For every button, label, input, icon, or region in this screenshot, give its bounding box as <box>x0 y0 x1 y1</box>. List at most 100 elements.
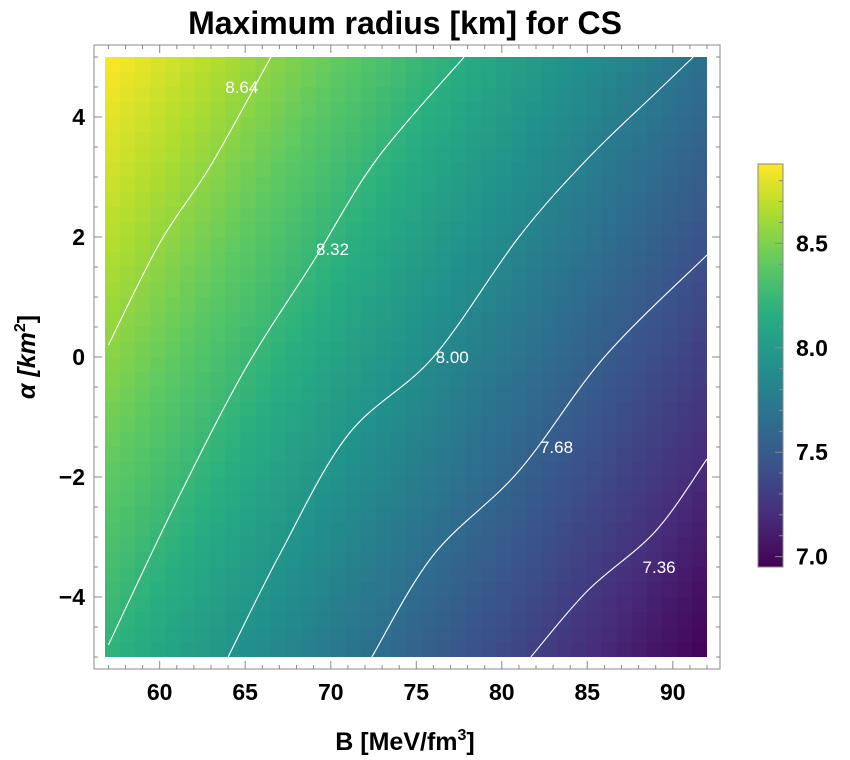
heatmap-cell <box>375 432 392 448</box>
heatmap-cell <box>406 102 422 118</box>
heatmap-cell <box>180 612 196 628</box>
heatmap-cell <box>150 582 166 598</box>
heatmap-cell <box>496 132 512 148</box>
heatmap-cell <box>406 162 422 178</box>
heatmap-cell <box>406 537 422 553</box>
heatmap-cell <box>390 552 407 568</box>
heatmap-cell <box>481 612 497 628</box>
heatmap-cell <box>195 402 211 418</box>
heatmap-cell <box>661 132 678 148</box>
heatmap-cell <box>165 402 181 418</box>
heatmap-cell <box>691 522 707 538</box>
heatmap-cell <box>421 477 437 493</box>
heatmap-cell <box>225 252 242 268</box>
heatmap-cell <box>571 162 588 178</box>
heatmap-cell <box>150 192 166 208</box>
heatmap-cell <box>285 297 302 313</box>
heatmap-cell <box>436 597 452 613</box>
heatmap-cell <box>105 297 121 313</box>
heatmap-cell <box>210 282 226 298</box>
heatmap-cell <box>270 462 287 478</box>
heatmap-cell <box>406 417 422 433</box>
heatmap-cell <box>360 192 377 208</box>
heatmap-cell <box>406 387 422 403</box>
heatmap-cell <box>300 57 317 73</box>
heatmap-cell <box>511 492 527 508</box>
heatmap-cell <box>571 492 588 508</box>
heatmap-cell <box>345 297 362 313</box>
heatmap-cell <box>556 132 573 148</box>
heatmap-cell <box>300 507 317 523</box>
heatmap-cell <box>406 447 422 463</box>
heatmap-cell <box>496 582 512 598</box>
heatmap-cell <box>120 642 136 657</box>
heatmap-cell <box>300 162 317 178</box>
heatmap-cell <box>661 417 678 433</box>
heatmap-cell <box>451 207 467 223</box>
heatmap-cell <box>691 492 707 508</box>
heatmap-cell <box>481 72 497 88</box>
heatmap-cell <box>330 72 347 88</box>
heatmap-cell <box>390 342 407 358</box>
heatmap-cell <box>586 87 603 103</box>
heatmap-cell <box>541 477 558 493</box>
heatmap-cell <box>601 327 618 343</box>
heatmap-cell <box>496 87 512 103</box>
heatmap-cell <box>616 537 633 553</box>
heatmap-cell <box>466 87 482 103</box>
heatmap-cell <box>285 222 302 238</box>
heatmap-cell <box>270 582 287 598</box>
heatmap-cell <box>601 432 618 448</box>
heatmap-cell <box>601 117 618 133</box>
heatmap-cell <box>315 552 332 568</box>
heatmap-cell <box>195 162 211 178</box>
heatmap-cell <box>390 417 407 433</box>
heatmap-cell <box>285 237 302 253</box>
heatmap-cell <box>120 507 136 523</box>
heatmap-cell <box>195 462 211 478</box>
frame-ticks <box>94 45 720 669</box>
heatmap-cell <box>481 327 497 343</box>
heatmap-cell <box>451 552 467 568</box>
heatmap-cell <box>526 417 543 433</box>
heatmap-cell <box>571 567 588 583</box>
heatmap-cell <box>616 492 633 508</box>
heatmap-cell <box>300 432 317 448</box>
heatmap-cell <box>436 192 452 208</box>
heatmap-cell <box>631 237 648 253</box>
heatmap-cell <box>661 267 678 283</box>
heatmap-cell <box>586 642 603 657</box>
heatmap-cell <box>481 162 497 178</box>
contour-line-7.36 <box>530 458 707 657</box>
heatmap-cell <box>270 162 287 178</box>
heatmap-cell <box>661 342 678 358</box>
heatmap-cell <box>601 57 618 73</box>
heatmap-cell <box>390 582 407 598</box>
heatmap-cell <box>330 147 347 163</box>
heatmap-cell <box>360 57 377 73</box>
heatmap-cell <box>375 297 392 313</box>
heatmap-cell <box>496 207 512 223</box>
heatmap-cell <box>541 462 558 478</box>
heatmap-cell <box>436 372 452 388</box>
heatmap-cell <box>661 252 678 268</box>
heatmap-cell <box>556 537 573 553</box>
heatmap-cell <box>390 87 407 103</box>
heatmap-cell <box>526 342 543 358</box>
heatmap-cell <box>180 402 196 418</box>
heatmap-cell <box>496 222 512 238</box>
heatmap-cell <box>285 252 302 268</box>
heatmap-cell <box>406 477 422 493</box>
heatmap-cell <box>180 57 196 73</box>
heatmap-cell <box>255 462 272 478</box>
heatmap-cell <box>135 162 151 178</box>
heatmap-cell <box>210 102 226 118</box>
heatmap-cell <box>255 237 272 253</box>
heatmap-cell <box>360 207 377 223</box>
heatmap-cell <box>451 312 467 328</box>
heatmap-cell <box>270 477 287 493</box>
heatmap-cell <box>315 357 332 373</box>
heatmap-cell <box>556 87 573 103</box>
heatmap-cell <box>180 492 196 508</box>
heatmap-cell <box>300 297 317 313</box>
